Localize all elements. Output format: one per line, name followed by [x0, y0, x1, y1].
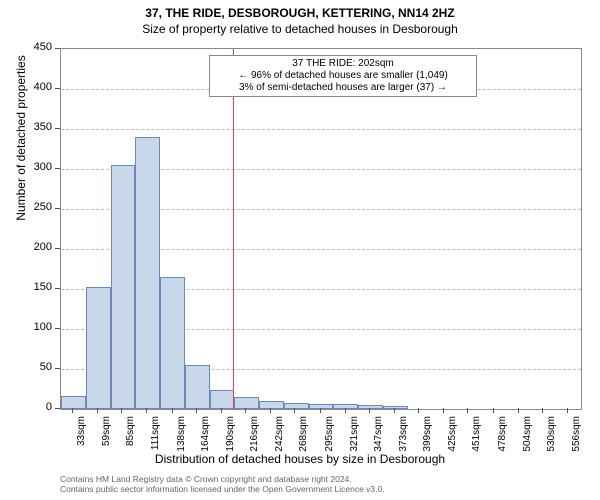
annotation-line: 3% of semi-detached houses are larger (3… [214, 82, 472, 94]
attribution-line: Contains HM Land Registry data © Crown c… [60, 474, 385, 484]
x-tick-mark [394, 408, 395, 413]
y-tick-label: 300 [12, 161, 52, 173]
x-tick-mark [146, 408, 147, 413]
y-tick-mark [55, 88, 60, 89]
x-tick-mark [443, 408, 444, 413]
y-tick-mark [55, 288, 60, 289]
y-tick-label: 150 [12, 281, 52, 293]
reference-line [233, 49, 234, 409]
x-tick-label: 216sqm [249, 416, 260, 464]
x-tick-mark [345, 408, 346, 413]
histogram-bar [383, 406, 408, 409]
histogram-bar [61, 396, 86, 409]
x-tick-label: 242sqm [274, 416, 285, 464]
x-tick-label: 530sqm [546, 416, 557, 464]
x-tick-mark [245, 408, 246, 413]
x-tick-label: 399sqm [422, 416, 433, 464]
y-tick-label: 250 [12, 201, 52, 213]
chart-container: 37, THE RIDE, DESBOROUGH, KETTERING, NN1… [0, 0, 600, 500]
x-tick-label: 425sqm [447, 416, 458, 464]
x-tick-mark [369, 408, 370, 413]
x-tick-mark [418, 408, 419, 413]
x-tick-label: 373sqm [398, 416, 409, 464]
y-tick-label: 100 [12, 321, 52, 333]
histogram-bar [111, 165, 136, 409]
histogram-bar [86, 287, 111, 409]
x-tick-label: 321sqm [349, 416, 360, 464]
histogram-bar [333, 404, 358, 409]
y-tick-mark [55, 328, 60, 329]
annotation-line: ← 96% of detached houses are smaller (1,… [214, 70, 472, 82]
x-tick-label: 138sqm [176, 416, 187, 464]
x-tick-mark [72, 408, 73, 413]
histogram-bar [185, 365, 210, 409]
y-tick-mark [55, 248, 60, 249]
x-tick-mark [270, 408, 271, 413]
y-tick-mark [55, 368, 60, 369]
x-tick-mark [467, 408, 468, 413]
y-tick-mark [55, 128, 60, 129]
x-tick-mark [121, 408, 122, 413]
x-tick-mark [294, 408, 295, 413]
attribution-text: Contains HM Land Registry data © Crown c… [60, 474, 385, 494]
y-tick-label: 400 [12, 81, 52, 93]
x-tick-label: 478sqm [497, 416, 508, 464]
x-tick-label: 268sqm [298, 416, 309, 464]
x-tick-label: 164sqm [200, 416, 211, 464]
x-tick-label: 85sqm [125, 416, 136, 464]
gridline [61, 129, 581, 130]
x-tick-mark [518, 408, 519, 413]
y-tick-mark [55, 168, 60, 169]
x-tick-label: 33sqm [76, 416, 87, 464]
annotation-box: 37 THE RIDE: 202sqm← 96% of detached hou… [209, 55, 477, 97]
y-tick-label: 450 [12, 41, 52, 53]
y-tick-label: 50 [12, 361, 52, 373]
x-tick-mark [221, 408, 222, 413]
x-tick-label: 504sqm [522, 416, 533, 464]
x-tick-label: 347sqm [373, 416, 384, 464]
x-tick-mark [196, 408, 197, 413]
y-tick-label: 0 [12, 401, 52, 413]
x-tick-label: 190sqm [225, 416, 236, 464]
y-tick-mark [55, 208, 60, 209]
x-tick-mark [172, 408, 173, 413]
x-tick-label: 59sqm [101, 416, 112, 464]
histogram-bar [234, 397, 259, 409]
histogram-bar [358, 405, 383, 409]
annotation-line: 37 THE RIDE: 202sqm [214, 58, 472, 70]
y-tick-label: 200 [12, 241, 52, 253]
x-tick-label: 111sqm [150, 416, 161, 464]
y-tick-mark [55, 408, 60, 409]
chart-title-main: 37, THE RIDE, DESBOROUGH, KETTERING, NN1… [0, 6, 600, 20]
x-tick-mark [542, 408, 543, 413]
x-tick-mark [97, 408, 98, 413]
histogram-bar [259, 401, 284, 409]
x-tick-label: 295sqm [324, 416, 335, 464]
plot-area [60, 48, 582, 410]
x-tick-mark [567, 408, 568, 413]
chart-title-sub: Size of property relative to detached ho… [0, 22, 600, 36]
histogram-bar [135, 137, 160, 409]
histogram-bar [160, 277, 185, 409]
y-tick-label: 350 [12, 121, 52, 133]
y-tick-mark [55, 48, 60, 49]
histogram-bar [210, 390, 235, 409]
attribution-line: Contains public sector information licen… [60, 484, 385, 494]
x-tick-mark [493, 408, 494, 413]
x-tick-label: 451sqm [471, 416, 482, 464]
histogram-bar [284, 403, 309, 409]
x-tick-mark [320, 408, 321, 413]
x-tick-label: 556sqm [571, 416, 582, 464]
